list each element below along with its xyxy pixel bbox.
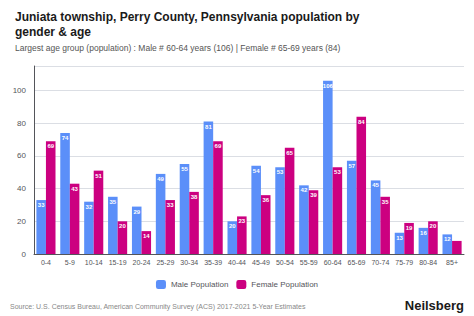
svg-text:106: 106 <box>323 83 334 89</box>
svg-text:57: 57 <box>348 163 355 169</box>
svg-text:39: 39 <box>310 192 317 198</box>
svg-text:gender & age: gender & age <box>15 25 91 39</box>
svg-text:32: 32 <box>86 204 93 210</box>
svg-text:16: 16 <box>420 230 427 236</box>
svg-text:Female Population: Female Population <box>251 280 318 289</box>
svg-text:20: 20 <box>119 223 126 229</box>
svg-text:38: 38 <box>191 194 198 200</box>
svg-text:45-49: 45-49 <box>252 259 270 266</box>
svg-text:45: 45 <box>372 182 379 188</box>
svg-text:10-14: 10-14 <box>85 259 103 266</box>
svg-text:60: 60 <box>17 151 26 160</box>
svg-text:40-44: 40-44 <box>228 259 246 266</box>
svg-text:40: 40 <box>17 184 26 193</box>
svg-text:53: 53 <box>334 169 341 175</box>
svg-text:84: 84 <box>358 119 365 125</box>
svg-text:Male Population: Male Population <box>171 280 228 289</box>
svg-text:43: 43 <box>71 186 78 192</box>
svg-text:20-24: 20-24 <box>133 259 151 266</box>
svg-text:0-4: 0-4 <box>41 259 51 266</box>
svg-text:69: 69 <box>215 143 222 149</box>
svg-text:54: 54 <box>253 168 260 174</box>
svg-text:65: 65 <box>286 150 293 156</box>
svg-text:30-34: 30-34 <box>180 259 198 266</box>
svg-text:55-59: 55-59 <box>300 259 318 266</box>
svg-text:0: 0 <box>22 250 27 259</box>
svg-text:20: 20 <box>430 223 437 229</box>
svg-text:35: 35 <box>109 199 116 205</box>
svg-text:55: 55 <box>181 166 188 172</box>
svg-text:70-74: 70-74 <box>371 259 389 266</box>
svg-text:80-84: 80-84 <box>419 259 437 266</box>
svg-text:85+: 85+ <box>446 259 458 266</box>
svg-text:23: 23 <box>238 218 245 224</box>
svg-text:12: 12 <box>444 236 451 242</box>
svg-text:65-69: 65-69 <box>348 259 366 266</box>
svg-text:15-19: 15-19 <box>109 259 127 266</box>
svg-text:35: 35 <box>382 199 389 205</box>
svg-text:50-54: 50-54 <box>276 259 294 266</box>
svg-text:25-29: 25-29 <box>156 259 174 266</box>
svg-text:20: 20 <box>229 223 236 229</box>
svg-text:Neilsberg: Neilsberg <box>405 298 464 313</box>
svg-text:51: 51 <box>95 173 102 179</box>
svg-text:20: 20 <box>17 217 26 226</box>
svg-text:100: 100 <box>13 86 27 95</box>
svg-text:19: 19 <box>406 225 413 231</box>
svg-text:Largest age group (population): Largest age group (population) : Male # … <box>15 43 341 53</box>
svg-text:49: 49 <box>157 176 164 182</box>
svg-text:13: 13 <box>396 235 403 241</box>
svg-text:33: 33 <box>167 202 174 208</box>
svg-text:35-39: 35-39 <box>204 259 222 266</box>
svg-text:5-9: 5-9 <box>65 259 75 266</box>
svg-text:53: 53 <box>277 169 284 175</box>
svg-text:75-79: 75-79 <box>395 259 413 266</box>
svg-text:80: 80 <box>17 119 26 128</box>
svg-text:Source: U.S. Census Bureau, Am: Source: U.S. Census Bureau, American Com… <box>10 303 306 311</box>
svg-text:36: 36 <box>262 197 269 203</box>
svg-text:Juniata township, Perry County: Juniata township, Perry County, Pennsylv… <box>15 10 360 24</box>
svg-text:42: 42 <box>301 187 308 193</box>
svg-text:29: 29 <box>133 209 140 215</box>
svg-text:14: 14 <box>143 233 150 239</box>
svg-text:60-64: 60-64 <box>324 259 342 266</box>
svg-text:74: 74 <box>62 135 69 141</box>
svg-text:33: 33 <box>38 202 45 208</box>
svg-text:81: 81 <box>205 124 212 130</box>
svg-text:69: 69 <box>47 143 54 149</box>
